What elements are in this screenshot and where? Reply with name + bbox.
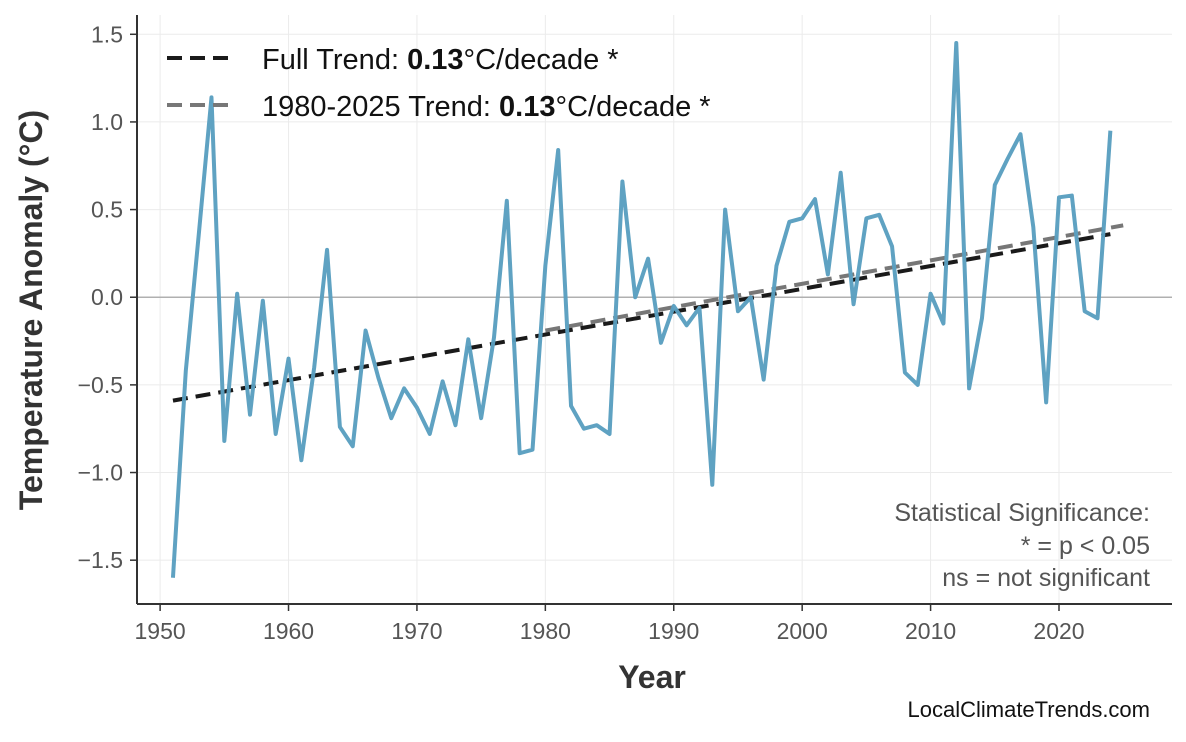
x-tick-label: 1960	[263, 618, 314, 644]
legend-label-value: 0.13	[499, 91, 555, 123]
legend-label-suffix: °C/decade *	[555, 91, 710, 123]
y-axis-label: Temperature Anomaly (°C)	[13, 110, 49, 510]
annotation-significant: * = p < 0.05	[1021, 532, 1150, 560]
legend-label: 1980-2025 Trend: 0.13°C/decade *	[262, 91, 711, 123]
x-tick-label: 1970	[391, 618, 442, 644]
legend-label-prefix: 1980-2025 Trend:	[262, 91, 499, 123]
legend-label: Full Trend: 0.13°C/decade *	[262, 44, 619, 76]
legend: Full Trend: 0.13°C/decade *1980-2025 Tre…	[167, 44, 711, 123]
legend-label-prefix: Full Trend:	[262, 44, 407, 76]
y-tick-label: 0.0	[91, 284, 123, 310]
trend-lines	[172, 223, 1124, 403]
annotation-title: Statistical Significance:	[894, 499, 1150, 527]
x-axis-label: Year	[618, 659, 686, 695]
x-tick-label: 2020	[1033, 618, 1084, 644]
x-tick-label: 2000	[777, 618, 828, 644]
legend-label-suffix: °C/decade *	[464, 44, 619, 76]
y-tick-label: −0.5	[78, 372, 123, 398]
watermark: LocalClimateTrends.com	[908, 697, 1151, 722]
y-tick-label: 0.5	[91, 197, 123, 223]
x-tick-label: 1950	[135, 618, 186, 644]
trend-line	[172, 232, 1111, 403]
x-ticks: 1950 1960 1970 1980 1990 2000 2010 2020	[135, 604, 1085, 644]
y-tick-label: 1.5	[91, 21, 123, 47]
x-tick-label: 1990	[648, 618, 699, 644]
legend-label-value: 0.13	[407, 44, 463, 76]
trend-line	[544, 223, 1124, 333]
y-ticks: −1.5 −1.0 −0.5 0.0 0.5 1.0 1.5	[78, 21, 137, 573]
x-tick-label: 1980	[520, 618, 571, 644]
x-tick-label: 2010	[905, 618, 956, 644]
series-line	[170, 41, 1113, 578]
y-tick-label: −1.5	[78, 547, 123, 573]
y-tick-label: −1.0	[78, 460, 123, 486]
annotation-not-significant: ns = not significant	[942, 564, 1150, 592]
y-tick-label: 1.0	[91, 109, 123, 135]
